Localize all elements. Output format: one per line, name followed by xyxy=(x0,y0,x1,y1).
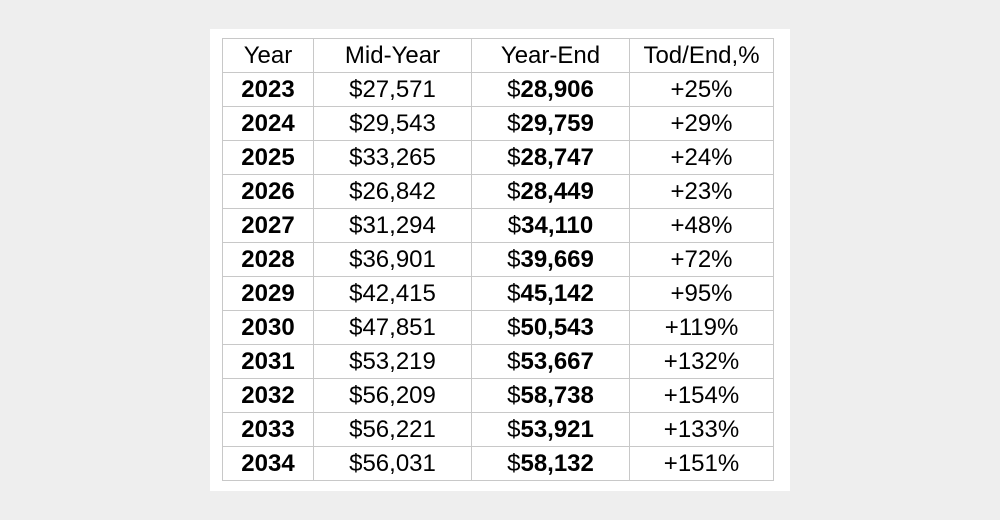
cell-year-end: $58,132 xyxy=(471,446,630,481)
currency-symbol: $ xyxy=(507,381,521,409)
year-end-value: 50,543 xyxy=(520,313,594,341)
currency-symbol: $ xyxy=(507,211,522,239)
cell-year: 2023 xyxy=(222,72,314,107)
table-row: 2033 $56,221 $53,921 +133% xyxy=(222,412,774,447)
year-end-value: 39,669 xyxy=(520,245,594,273)
currency-symbol: $ xyxy=(507,245,521,273)
cell-year-end: $39,669 xyxy=(471,242,630,277)
cell-tod-end-pct: +29% xyxy=(629,106,774,141)
cell-mid-year: $56,221 xyxy=(313,412,472,447)
table-body: 2023 $27,571 $28,906 +25% 2024 $29,543 $29,759… xyxy=(222,72,774,481)
currency-symbol: $ xyxy=(507,279,521,307)
table-row: 2027 $31,294 $34,110 +48% xyxy=(222,208,774,243)
year-end-value: 29,759 xyxy=(520,109,594,137)
cell-year: 2031 xyxy=(222,344,314,379)
year-end-value: 45,142 xyxy=(520,279,594,307)
cell-year: 2033 xyxy=(222,412,314,447)
cell-tod-end-pct: +151% xyxy=(629,446,774,481)
header-mid-year: Mid-Year xyxy=(313,38,472,73)
cell-year-end: $34,110 xyxy=(471,208,630,243)
table-row: 2023 $27,571 $28,906 +25% xyxy=(222,72,774,107)
header-tod-end-pct: Tod/End,% xyxy=(629,38,774,73)
cell-year-end: $28,906 xyxy=(471,72,630,107)
cell-year-end: $28,449 xyxy=(471,174,630,209)
table-row: 2024 $29,543 $29,759 +29% xyxy=(222,106,774,141)
currency-symbol: $ xyxy=(507,75,521,103)
cell-year: 2030 xyxy=(222,310,314,345)
cell-year: 2028 xyxy=(222,242,314,277)
year-end-value: 28,449 xyxy=(520,177,594,205)
cell-tod-end-pct: +23% xyxy=(629,174,774,209)
cell-year: 2025 xyxy=(222,140,314,175)
cell-mid-year: $26,842 xyxy=(313,174,472,209)
cell-year-end: $29,759 xyxy=(471,106,630,141)
currency-symbol: $ xyxy=(507,109,521,137)
cell-year-end: $45,142 xyxy=(471,276,630,311)
cell-tod-end-pct: +95% xyxy=(629,276,774,311)
header-year-end: Year-End xyxy=(471,38,630,73)
cell-tod-end-pct: +133% xyxy=(629,412,774,447)
cell-mid-year: $27,571 xyxy=(313,72,472,107)
cell-tod-end-pct: +132% xyxy=(629,344,774,379)
currency-symbol: $ xyxy=(507,415,521,443)
cell-year-end: $58,738 xyxy=(471,378,630,413)
currency-symbol: $ xyxy=(507,313,521,341)
cell-mid-year: $42,415 xyxy=(313,276,472,311)
currency-symbol: $ xyxy=(507,449,521,477)
currency-symbol: $ xyxy=(507,347,521,375)
cell-mid-year: $56,209 xyxy=(313,378,472,413)
cell-mid-year: $33,265 xyxy=(313,140,472,175)
currency-symbol: $ xyxy=(507,143,521,171)
cell-mid-year: $29,543 xyxy=(313,106,472,141)
currency-symbol: $ xyxy=(507,177,521,205)
cell-mid-year: $53,219 xyxy=(313,344,472,379)
year-end-value: 58,132 xyxy=(520,449,594,477)
table-row: 2029 $42,415 $45,142 +95% xyxy=(222,276,774,311)
cell-mid-year: $56,031 xyxy=(313,446,472,481)
cell-tod-end-pct: +154% xyxy=(629,378,774,413)
table-row: 2031 $53,219 $53,667 +132% xyxy=(222,344,774,379)
cell-year-end: $50,543 xyxy=(471,310,630,345)
cell-tod-end-pct: +72% xyxy=(629,242,774,277)
header-year: Year xyxy=(222,38,314,73)
cell-year-end: $28,747 xyxy=(471,140,630,175)
cell-mid-year: $47,851 xyxy=(313,310,472,345)
year-end-value: 58,738 xyxy=(520,381,594,409)
table-row: 2025 $33,265 $28,747 +24% xyxy=(222,140,774,175)
year-end-value: 28,906 xyxy=(520,75,594,103)
cell-year: 2024 xyxy=(222,106,314,141)
table-row: 2032 $56,209 $58,738 +154% xyxy=(222,378,774,413)
table-row: 2030 $47,851 $50,543 +119% xyxy=(222,310,774,345)
table-row: 2028 $36,901 $39,669 +72% xyxy=(222,242,774,277)
cell-tod-end-pct: +48% xyxy=(629,208,774,243)
year-end-value: 28,747 xyxy=(520,143,594,171)
year-end-value: 53,667 xyxy=(520,347,594,375)
cell-year-end: $53,921 xyxy=(471,412,630,447)
table-card: Year Mid-Year Year-End Tod/End,% 2023 $27… xyxy=(210,29,790,491)
table-row: 2026 $26,842 $28,449 +23% xyxy=(222,174,774,209)
cell-year: 2027 xyxy=(222,208,314,243)
forecast-table: Year Mid-Year Year-End Tod/End,% 2023 $27… xyxy=(222,38,774,481)
cell-tod-end-pct: +24% xyxy=(629,140,774,175)
header-row: Year Mid-Year Year-End Tod/End,% xyxy=(222,38,774,73)
cell-year: 2029 xyxy=(222,276,314,311)
cell-tod-end-pct: +119% xyxy=(629,310,774,345)
cell-year: 2026 xyxy=(222,174,314,209)
year-end-value: 34,110 xyxy=(521,211,594,239)
cell-year-end: $53,667 xyxy=(471,344,630,379)
cell-year: 2032 xyxy=(222,378,314,413)
table-row: 2034 $56,031 $58,132 +151% xyxy=(222,446,774,481)
cell-mid-year: $36,901 xyxy=(313,242,472,277)
year-end-value: 53,921 xyxy=(520,415,594,443)
cell-mid-year: $31,294 xyxy=(313,208,472,243)
cell-year: 2034 xyxy=(222,446,314,481)
cell-tod-end-pct: +25% xyxy=(629,72,774,107)
